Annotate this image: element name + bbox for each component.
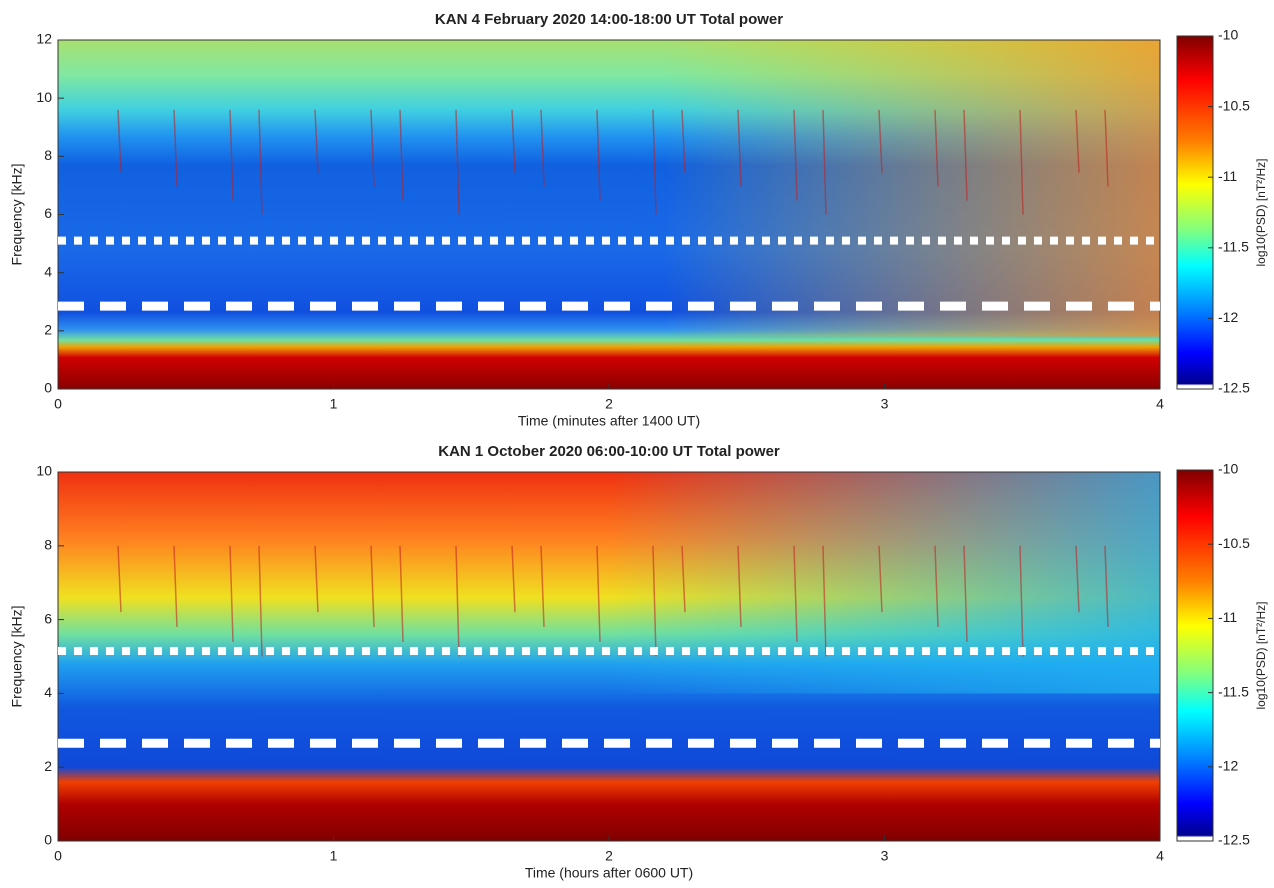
emission-streak bbox=[963, 109, 968, 201]
colorbar bbox=[1176, 35, 1214, 390]
colorbar bbox=[1176, 469, 1214, 842]
x-tick-label: 2 bbox=[605, 848, 613, 864]
y-tick-label: 12 bbox=[36, 31, 52, 47]
colorbar-tick-label: -10 bbox=[1218, 461, 1238, 477]
emission-streak bbox=[370, 545, 375, 628]
spectrogram-shading bbox=[58, 40, 1160, 337]
y-tick-label: 0 bbox=[44, 380, 52, 396]
x-tick-label: 2 bbox=[605, 396, 613, 412]
colorbar-tick-label: -10.5 bbox=[1218, 535, 1250, 551]
emission-streak bbox=[737, 545, 742, 628]
x-tick-label: 1 bbox=[330, 848, 338, 864]
emission-streak bbox=[793, 545, 798, 642]
y-tick-label: 8 bbox=[44, 537, 52, 553]
colorbar-tick-label: -11 bbox=[1218, 609, 1237, 625]
y-tick-label: 4 bbox=[44, 684, 52, 700]
emission-streak bbox=[878, 545, 883, 613]
y-tick-label: 6 bbox=[44, 205, 52, 221]
y-tick-label: 8 bbox=[44, 147, 52, 163]
y-tick-label: 4 bbox=[44, 263, 52, 279]
emission-streak bbox=[793, 109, 798, 201]
chart-title: KAN 1 October 2020 06:00-10:00 UT Total … bbox=[438, 443, 780, 460]
emission-streak bbox=[511, 109, 516, 173]
emission-streak bbox=[455, 109, 460, 215]
emission-streak bbox=[822, 545, 827, 657]
emission-streak bbox=[596, 545, 601, 642]
x-tick-label: 3 bbox=[881, 396, 889, 412]
y-tick-label: 2 bbox=[44, 758, 52, 774]
emission-streak bbox=[1019, 545, 1024, 657]
emission-streak bbox=[258, 545, 263, 657]
colorbar-tick-label: -12.5 bbox=[1218, 380, 1250, 396]
emission-streak bbox=[117, 109, 122, 173]
colorbar-tick-label: -12 bbox=[1218, 758, 1238, 774]
emission-streak bbox=[1104, 109, 1109, 187]
y-tick-label: 2 bbox=[44, 322, 52, 338]
emission-streak bbox=[822, 109, 827, 215]
x-axis-label: Time (hours after 0600 UT) bbox=[525, 865, 693, 881]
x-tick-label: 1 bbox=[330, 396, 338, 412]
emission-streak bbox=[399, 545, 404, 642]
emission-streak bbox=[370, 109, 375, 187]
emission-streak bbox=[681, 545, 686, 613]
emission-streak bbox=[1075, 109, 1080, 173]
y-axis-label: Frequency [kHz] bbox=[9, 606, 25, 708]
colorbar-tick-label: -11 bbox=[1218, 168, 1237, 184]
emission-streak bbox=[117, 545, 122, 613]
emission-streak bbox=[229, 109, 234, 201]
emission-streak bbox=[540, 109, 545, 187]
emission-streak bbox=[681, 109, 686, 173]
x-tick-label: 4 bbox=[1156, 396, 1164, 412]
spectrogram-shading bbox=[58, 472, 1160, 694]
emission-streak bbox=[173, 545, 178, 628]
emission-streak bbox=[737, 109, 742, 187]
y-tick-label: 0 bbox=[44, 832, 52, 848]
x-tick-label: 0 bbox=[54, 396, 62, 412]
emission-streak bbox=[652, 109, 657, 215]
colorbar-tick-label: -10.5 bbox=[1218, 97, 1250, 113]
x-tick-label: 4 bbox=[1156, 848, 1164, 864]
colorbar-tick-label: -12.5 bbox=[1218, 832, 1250, 848]
emission-streak bbox=[1019, 109, 1024, 215]
y-axis-label: Frequency [kHz] bbox=[9, 164, 25, 266]
emission-streak bbox=[455, 545, 460, 657]
emission-streak bbox=[314, 545, 319, 613]
emission-streak bbox=[878, 109, 883, 173]
colorbar-tick-label: -12 bbox=[1218, 309, 1238, 325]
emission-streak bbox=[540, 545, 545, 628]
y-tick-label: 10 bbox=[36, 89, 52, 105]
y-tick-label: 10 bbox=[36, 463, 52, 479]
emission-streak bbox=[258, 109, 263, 215]
colorbar-label: log10(PSD) [nT²/Hz] bbox=[1254, 601, 1268, 709]
emission-streak bbox=[1075, 545, 1080, 613]
y-tick-label: 6 bbox=[44, 610, 52, 626]
x-tick-label: 0 bbox=[54, 848, 62, 864]
emission-streak bbox=[399, 109, 404, 201]
x-tick-label: 3 bbox=[881, 848, 889, 864]
emission-streak bbox=[963, 545, 968, 642]
emission-streak bbox=[596, 109, 601, 201]
chart-title: KAN 4 February 2020 14:00-18:00 UT Total… bbox=[435, 11, 783, 28]
colorbar-tick-label: -11.5 bbox=[1218, 683, 1249, 699]
emission-streak bbox=[173, 109, 178, 187]
emission-streak bbox=[229, 545, 234, 642]
emission-streak bbox=[511, 545, 516, 613]
colorbar-label: log10(PSD) [nT²/Hz] bbox=[1254, 158, 1268, 266]
colorbar-tick-label: -10 bbox=[1218, 27, 1238, 43]
emission-streak bbox=[314, 109, 319, 173]
emission-streak bbox=[934, 545, 939, 628]
emission-streak bbox=[652, 545, 657, 657]
colorbar-tick-label: -11.5 bbox=[1218, 239, 1249, 255]
emission-streak bbox=[934, 109, 939, 187]
emission-streak bbox=[1104, 545, 1109, 628]
x-axis-label: Time (minutes after 1400 UT) bbox=[518, 413, 700, 429]
